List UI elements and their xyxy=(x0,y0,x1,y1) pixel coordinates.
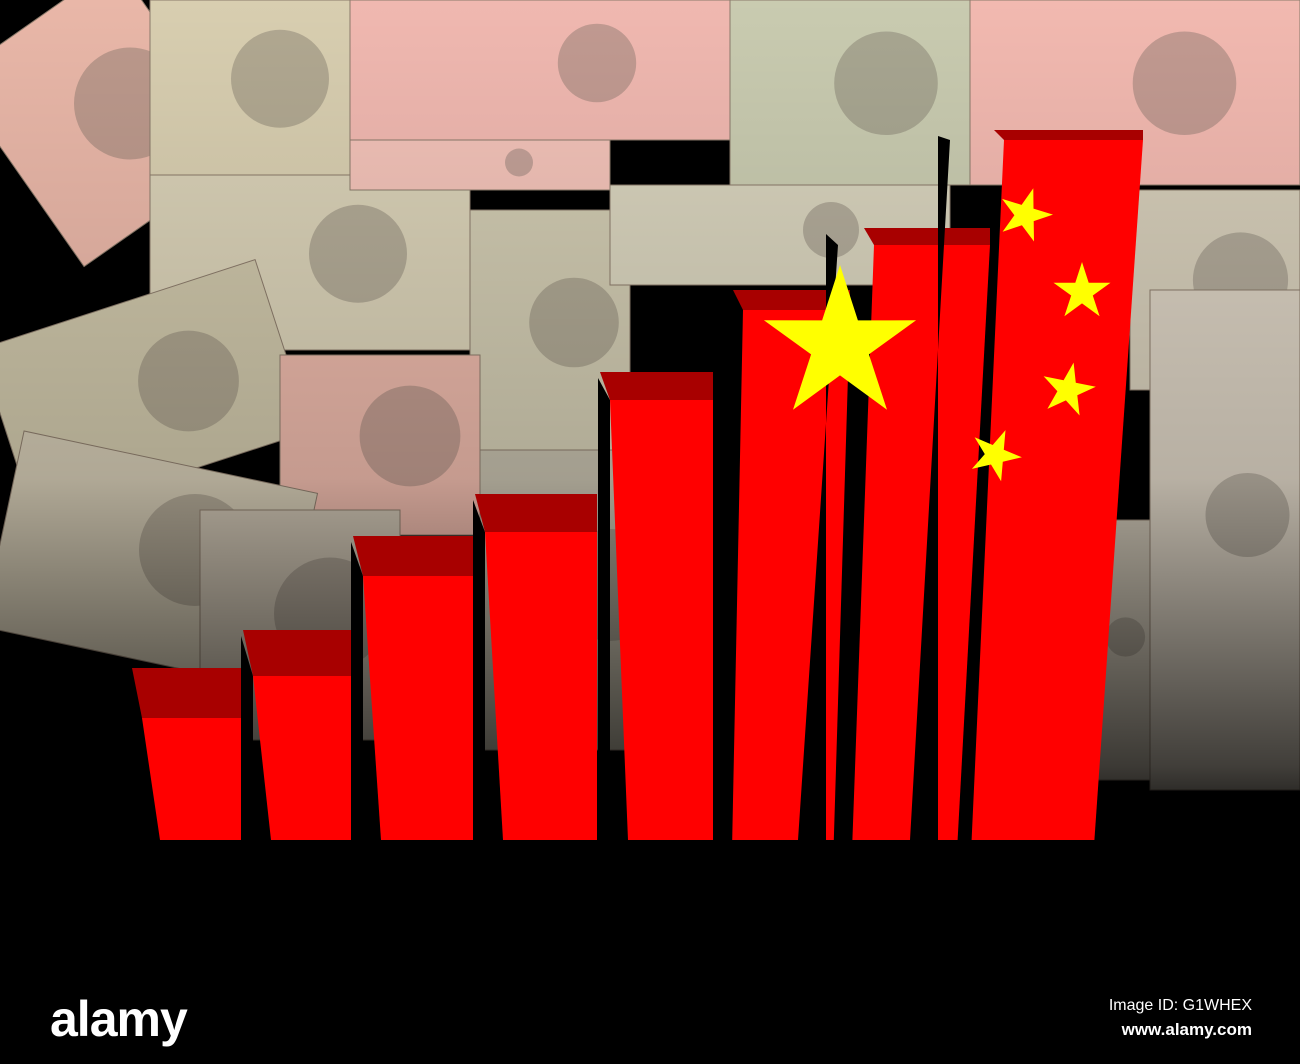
bar-front xyxy=(142,718,245,840)
bar-shadow xyxy=(713,296,725,840)
bar-front xyxy=(971,140,1143,840)
small-star xyxy=(1043,362,1096,416)
image-id: Image ID: G1WHEX xyxy=(1108,997,1252,1014)
bar-front xyxy=(363,576,473,840)
small-star xyxy=(971,430,1022,482)
bar-top xyxy=(994,130,1143,140)
bar-top xyxy=(353,536,473,576)
bar xyxy=(798,228,990,840)
bar xyxy=(351,536,473,840)
bar-top xyxy=(132,668,245,718)
bar-shadow xyxy=(130,674,142,840)
bar-shadow xyxy=(910,136,950,840)
bar-shadow xyxy=(798,234,838,840)
bar-shadow xyxy=(473,500,485,840)
alamy-logo: alamy xyxy=(50,991,188,1047)
flag-bar-graph xyxy=(130,130,1143,840)
bar xyxy=(241,630,360,840)
bar-top xyxy=(733,290,850,310)
bar-top xyxy=(243,630,360,676)
bar-shadow xyxy=(598,378,610,840)
bar-front xyxy=(852,245,990,840)
bar xyxy=(910,130,1143,840)
bar-shadow xyxy=(351,542,363,840)
bar-top xyxy=(475,494,597,532)
small-star xyxy=(1053,262,1111,317)
bar-front xyxy=(253,676,360,840)
bar-front xyxy=(485,532,597,840)
bar-shadow xyxy=(241,636,253,840)
bar xyxy=(598,372,718,840)
bar xyxy=(130,668,245,840)
bar-front xyxy=(732,310,850,840)
site-url: www.alamy.com xyxy=(1121,1020,1252,1039)
bar-top xyxy=(600,372,718,400)
small-star xyxy=(1002,188,1053,242)
bar xyxy=(473,494,597,840)
bar-front xyxy=(610,400,718,840)
large-star xyxy=(763,265,917,410)
flag-stars xyxy=(763,188,1111,482)
bar-top xyxy=(864,228,990,245)
